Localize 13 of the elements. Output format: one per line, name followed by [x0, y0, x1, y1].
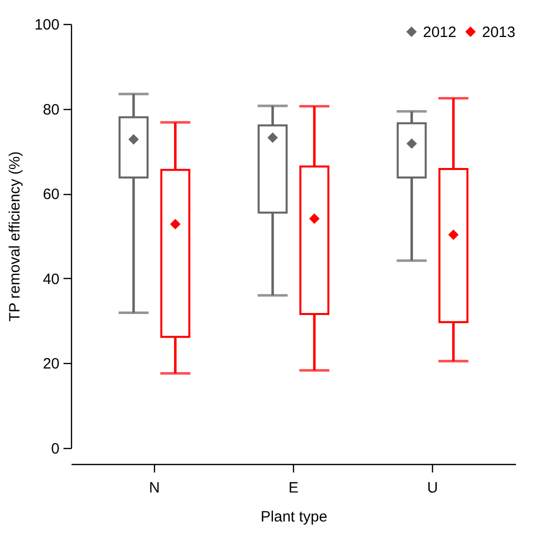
x-tick-label: U [427, 480, 438, 496]
y-tick-label: 100 [34, 16, 60, 34]
legend-label: 2012 [423, 24, 456, 41]
y-tick-label: 40 [42, 270, 60, 288]
y-tick-label: 0 [51, 440, 60, 458]
y-axis-title: TP removal efficiency (%) [6, 151, 24, 322]
x-tick-label: E [288, 480, 299, 496]
y-tick-label: 20 [42, 356, 60, 373]
legend-label: 2013 [482, 24, 516, 41]
x-axis-title: Plant type [260, 508, 328, 526]
y-tick-label: 80 [42, 101, 60, 118]
x-tick-label: N [149, 480, 160, 496]
y-tick-label: 60 [42, 186, 60, 204]
